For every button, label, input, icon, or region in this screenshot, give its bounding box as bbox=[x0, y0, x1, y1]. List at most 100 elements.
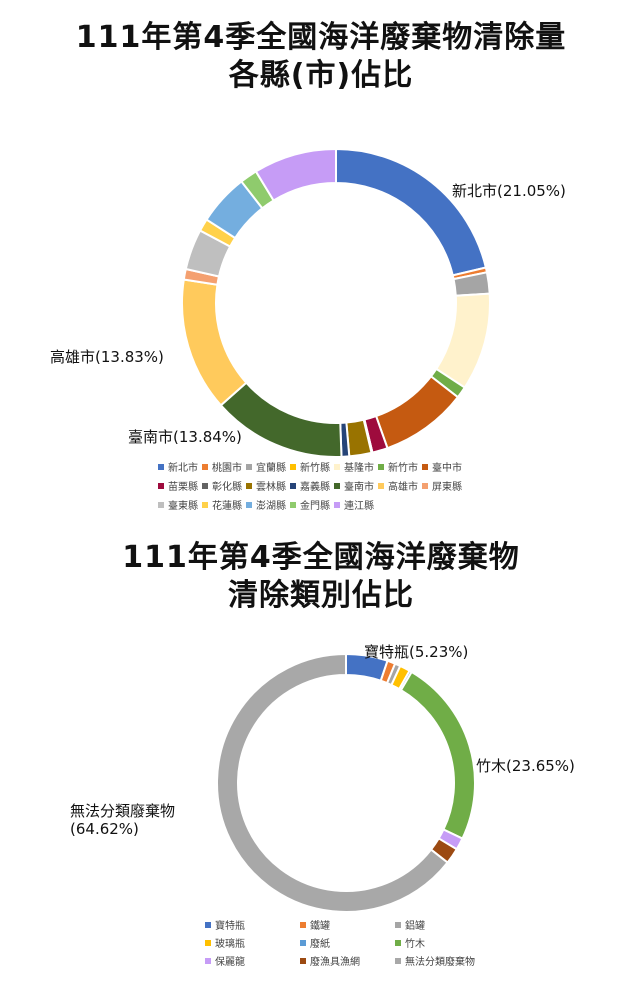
chart2-legend-item: 廢紙 bbox=[300, 935, 330, 950]
chart1-legend-item: 基隆市 bbox=[334, 459, 374, 474]
chart1-title-line1: 111年第4季全國海洋廢棄物清除量 bbox=[75, 20, 567, 55]
chart1-legend-item: 花蓮縣 bbox=[202, 497, 242, 512]
chart1-legend-label: 連江縣 bbox=[344, 501, 374, 512]
chart1-legend-item: 新竹市 bbox=[378, 459, 418, 474]
chart1-legend-swatch bbox=[246, 501, 252, 508]
chart1-legend-swatch bbox=[378, 482, 384, 489]
chart2-legend-swatch bbox=[300, 921, 306, 928]
chart1-legend-item: 宜蘭縣 bbox=[246, 459, 286, 474]
chart1-legend-label: 臺南市 bbox=[344, 482, 374, 493]
chart2-title-line2: 清除類別佔比 bbox=[228, 578, 414, 613]
chart2-callout-pet: 寶特瓶(5.23%) bbox=[364, 643, 469, 661]
chart1-title-line2: 各縣(市)佔比 bbox=[228, 58, 414, 93]
chart2-legend-item: 寶特瓶 bbox=[205, 917, 245, 932]
chart2-legend-item: 鐵罐 bbox=[300, 917, 330, 932]
chart1-legend-item: 連江縣 bbox=[334, 497, 374, 512]
chart1-legend-item: 彰化縣 bbox=[202, 478, 242, 493]
chart1-legend-label: 屏東縣 bbox=[432, 482, 462, 493]
chart1-legend-item: 臺東縣 bbox=[158, 497, 198, 512]
chart2-legend-swatch bbox=[395, 921, 401, 928]
chart1-legend-item: 金門縣 bbox=[290, 497, 330, 512]
chart2-title-line1: 111年第4季全國海洋廢棄物 bbox=[122, 540, 520, 575]
chart1-callout-tainan: 臺南市(13.84%) bbox=[128, 428, 242, 446]
chart1-legend-label: 新竹市 bbox=[388, 463, 418, 474]
chart2-legend-label: 廢漁具漁網 bbox=[310, 957, 360, 968]
chart2-legend-label: 鐵罐 bbox=[310, 921, 330, 932]
chart2-legend-swatch bbox=[205, 921, 211, 928]
chart2-legend-swatch bbox=[395, 939, 401, 946]
chart1-legend-label: 基隆市 bbox=[344, 463, 374, 474]
chart1-legend-swatch bbox=[334, 482, 340, 489]
chart2-legend-swatch bbox=[395, 957, 401, 964]
chart2-legend-item: 廢漁具漁網 bbox=[300, 953, 360, 968]
chart1-legend-swatch bbox=[378, 463, 384, 470]
chart2-callout-unsorted-line2: (64.62%) bbox=[70, 820, 139, 838]
chart2-slice-8 bbox=[216, 652, 449, 913]
chart2-legend-swatch bbox=[205, 957, 211, 964]
chart2-legend-label: 保麗龍 bbox=[215, 957, 245, 968]
chart1-legend-swatch bbox=[290, 463, 296, 470]
chart1-legend-swatch bbox=[158, 482, 164, 489]
chart1-legend-swatch bbox=[246, 482, 252, 489]
chart1-legend-item: 屏東縣 bbox=[422, 478, 462, 493]
chart2-legend-label: 玻璃瓶 bbox=[215, 939, 245, 950]
chart1-legend-item: 雲林縣 bbox=[246, 478, 286, 493]
chart1-callout-new-taipei: 新北市(21.05%) bbox=[452, 182, 566, 200]
chart2-legend-item: 竹木 bbox=[395, 935, 425, 950]
chart1-legend-label: 高雄市 bbox=[388, 482, 418, 493]
chart1-legend-swatch bbox=[334, 463, 340, 470]
chart1-legend-item: 嘉義縣 bbox=[290, 478, 330, 493]
chart1-legend-label: 新北市 bbox=[168, 463, 198, 474]
chart2-legend-item: 保麗龍 bbox=[205, 953, 245, 968]
chart2-legend-swatch bbox=[205, 939, 211, 946]
chart1-legend-label: 雲林縣 bbox=[256, 482, 286, 493]
chart1-legend-label: 新竹縣 bbox=[300, 463, 330, 474]
chart1-legend-swatch bbox=[202, 482, 208, 489]
chart2-callout-unsorted-line1: 無法分類廢棄物 bbox=[70, 802, 176, 820]
chart1-legend-label: 宜蘭縣 bbox=[256, 463, 286, 474]
chart1-legend-label: 澎湖縣 bbox=[256, 501, 286, 512]
chart1-legend-swatch bbox=[202, 501, 208, 508]
chart1-legend-item: 高雄市 bbox=[378, 478, 418, 493]
chart2-legend-item: 玻璃瓶 bbox=[205, 935, 245, 950]
chart1-legend-item: 桃園市 bbox=[202, 459, 242, 474]
chart1-legend-label: 桃園市 bbox=[212, 463, 242, 474]
chart1-legend-item: 澎湖縣 bbox=[246, 497, 286, 512]
chart1-legend-swatch bbox=[422, 482, 428, 489]
chart1-callout-kaohsiung: 高雄市(13.83%) bbox=[50, 348, 164, 366]
chart1-legend-swatch bbox=[422, 463, 428, 470]
chart2-legend-item: 無法分類廢棄物 bbox=[395, 953, 475, 968]
chart1-legend-label: 金門縣 bbox=[300, 501, 330, 512]
chart2-legend-label: 鋁罐 bbox=[405, 921, 425, 932]
chart1-legend-swatch bbox=[290, 482, 296, 489]
chart1-legend-label: 嘉義縣 bbox=[300, 482, 330, 493]
chart1-legend-item: 臺南市 bbox=[334, 478, 374, 493]
chart1-legend-swatch bbox=[246, 463, 252, 470]
chart1-legend-label: 花蓮縣 bbox=[212, 501, 242, 512]
chart1-legend-swatch bbox=[334, 501, 340, 508]
chart2-legend-label: 廢紙 bbox=[310, 939, 330, 950]
chart2-legend-swatch bbox=[300, 957, 306, 964]
chart1-legend-swatch bbox=[158, 501, 164, 508]
chart1-legend-swatch bbox=[202, 463, 208, 470]
chart2-legend-label: 竹木 bbox=[405, 939, 425, 950]
chart1-legend-swatch bbox=[290, 501, 296, 508]
chart1-legend-label: 臺東縣 bbox=[168, 501, 198, 512]
chart1-slice-18 bbox=[254, 147, 337, 202]
chart1-legend-item: 新竹縣 bbox=[290, 459, 330, 474]
chart1-legend-swatch bbox=[158, 463, 164, 470]
chart2-legend-item: 鋁罐 bbox=[395, 917, 425, 932]
chart1-legend-item: 新北市 bbox=[158, 459, 198, 474]
chart1-legend-label: 臺中市 bbox=[432, 463, 462, 474]
chart1-legend-label: 苗栗縣 bbox=[168, 482, 198, 493]
chart1-legend-item: 臺中市 bbox=[422, 459, 462, 474]
chart2-legend-label: 寶特瓶 bbox=[215, 921, 245, 932]
chart1-legend-item: 苗栗縣 bbox=[158, 478, 198, 493]
chart2-callout-bamboo: 竹木(23.65%) bbox=[476, 757, 575, 775]
chart2-legend-swatch bbox=[300, 939, 306, 946]
chart1-legend-label: 彰化縣 bbox=[212, 482, 242, 493]
chart1-donut bbox=[181, 147, 491, 458]
